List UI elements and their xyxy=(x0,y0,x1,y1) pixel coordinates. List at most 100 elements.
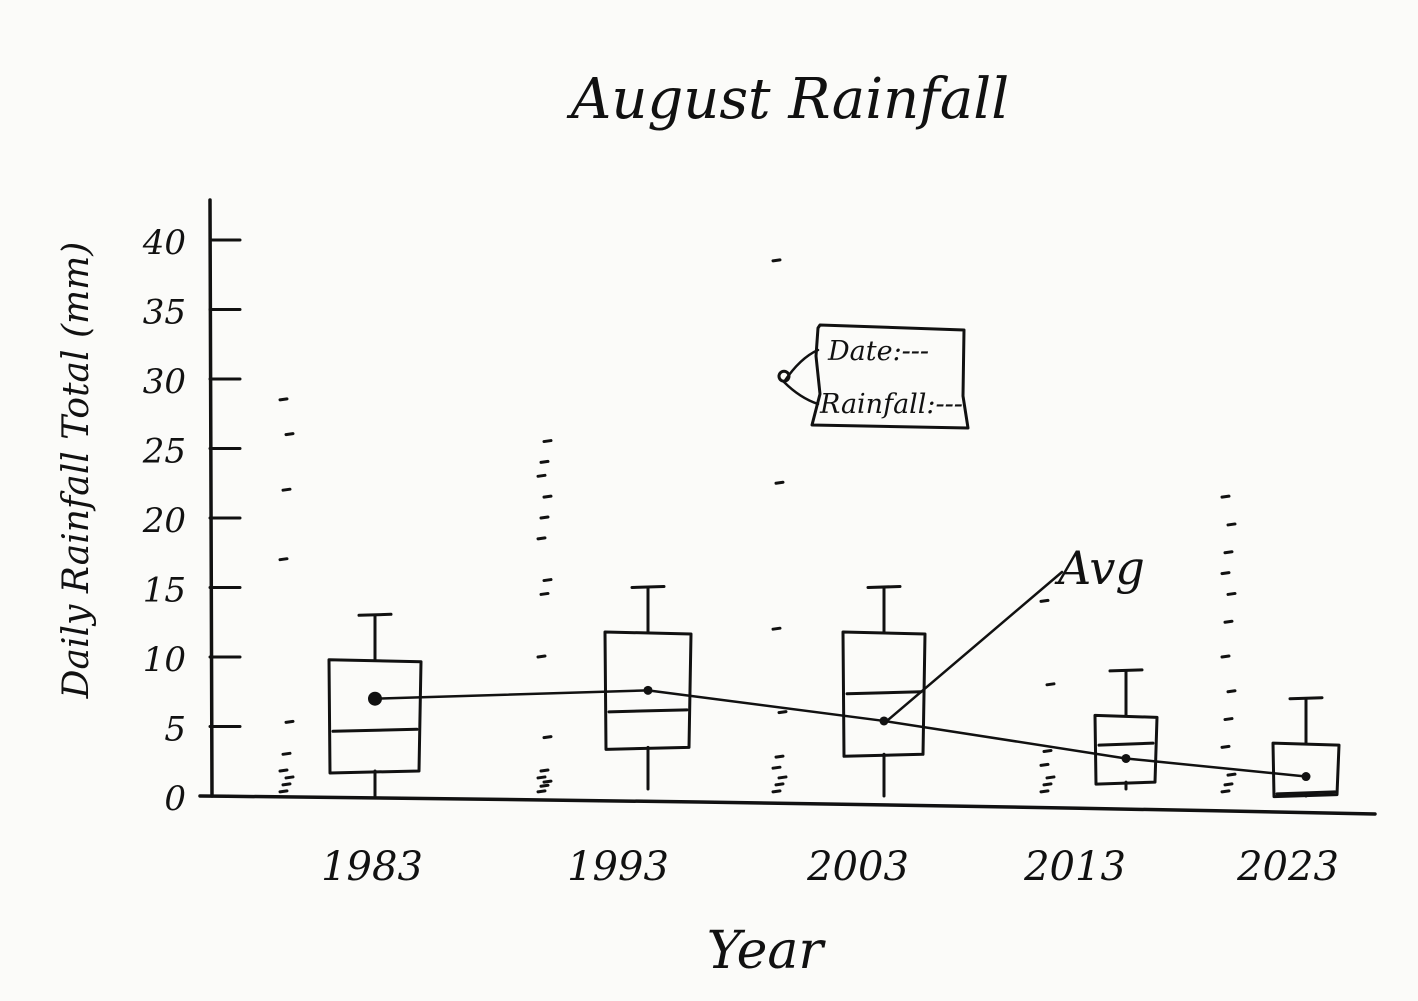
box-2013 xyxy=(1093,668,1159,791)
data-point-2023 xyxy=(1226,689,1237,694)
data-point-1993 xyxy=(539,768,550,773)
y-tick-label-20: 20 xyxy=(142,501,186,541)
median-line-1983 xyxy=(331,727,419,733)
data-point-2003 xyxy=(774,754,785,759)
data-point-2023 xyxy=(1226,772,1237,777)
box-2003 xyxy=(841,585,927,798)
data-point-2013 xyxy=(1039,598,1050,603)
data-point-2013 xyxy=(1039,789,1050,794)
data-point-2023 xyxy=(1223,782,1234,787)
y-tick-label-5: 5 xyxy=(164,710,186,750)
box-body-1983 xyxy=(327,658,423,775)
box-series xyxy=(327,585,1341,799)
data-point-2023 xyxy=(1226,522,1237,527)
data-point-2013 xyxy=(1042,782,1053,787)
data-point-1983 xyxy=(278,557,289,562)
avg-point-1983 xyxy=(368,691,382,706)
y-axis-ticks: 0 5 10 15 20 25 30 35 40 xyxy=(142,223,242,819)
data-point-2023 xyxy=(1223,717,1234,722)
x-tick-label-1983: 1983 xyxy=(321,844,423,890)
y-tick-label-40: 40 xyxy=(142,223,186,263)
data-point-1993 xyxy=(536,473,547,478)
y-tick-label-0: 0 xyxy=(164,779,186,819)
box-body-1993 xyxy=(603,630,693,751)
data-point-2023 xyxy=(1223,550,1234,555)
data-point-2003 xyxy=(774,480,785,485)
whisker-cap-1993 xyxy=(630,585,666,589)
avg-line xyxy=(373,689,1308,778)
avg-label: Avg xyxy=(1054,541,1145,595)
data-point-1993 xyxy=(542,779,553,784)
data-point-1993 xyxy=(542,494,553,499)
data-point-2023 xyxy=(1220,571,1231,576)
median-line-2023 xyxy=(1275,790,1337,796)
data-point-1993 xyxy=(536,775,547,780)
y-tick-label-15: 15 xyxy=(143,571,186,611)
data-point-1983 xyxy=(281,751,292,756)
data-point-2023 xyxy=(1220,654,1231,659)
median-line-1993 xyxy=(607,708,689,714)
data-point-2003 xyxy=(774,782,785,787)
data-point-2013 xyxy=(1039,762,1050,767)
data-point-2013 xyxy=(1042,749,1053,754)
tooltip-rainfall-text: Rainfall:--- xyxy=(819,389,963,420)
data-point-1983 xyxy=(278,789,289,794)
x-tick-label-2003: 2003 xyxy=(806,844,909,890)
avg-line-layer xyxy=(368,369,1311,782)
tooltip-sketch: Date:--- Rainfall:--- xyxy=(782,323,970,430)
avg-point-2023 xyxy=(1301,772,1311,782)
data-point-2003 xyxy=(777,775,788,780)
tooltip-date-text: Date:--- xyxy=(827,336,929,367)
avg-point-1993 xyxy=(643,685,653,695)
data-point-1993 xyxy=(539,591,550,596)
data-point-1993 xyxy=(539,515,550,520)
data-point-1983 xyxy=(281,782,292,787)
box-2023 xyxy=(1271,696,1341,799)
y-tick-label-25: 25 xyxy=(142,432,186,472)
data-point-1993 xyxy=(542,735,553,740)
data-point-1983 xyxy=(278,397,289,402)
box-1983 xyxy=(327,612,423,798)
y-tick-label-30: 30 xyxy=(143,362,186,402)
whisker-cap-2013 xyxy=(1108,668,1144,673)
outlier-points xyxy=(278,258,1237,794)
whisker-cap-2023 xyxy=(1288,696,1324,701)
median-line-2013 xyxy=(1097,741,1155,747)
data-point-1993 xyxy=(539,783,550,788)
data-point-2013 xyxy=(1045,775,1056,780)
y-axis-label: Daily Rainfall Total (mm) xyxy=(56,242,97,700)
box-body-2023 xyxy=(1271,741,1341,799)
box-body-2013 xyxy=(1093,713,1159,786)
whisker-cap-1983 xyxy=(357,612,393,617)
data-point-2023 xyxy=(1220,789,1231,794)
data-point-1993 xyxy=(542,439,553,444)
y-tick-label-10: 10 xyxy=(143,640,186,680)
data-point-2023 xyxy=(1226,591,1237,596)
x-axis-ticks: 1983 1993 2003 2013 2023 xyxy=(321,844,1339,890)
avg-point-2013 xyxy=(1121,753,1131,763)
x-tick-label-1993: 1993 xyxy=(567,844,669,890)
chart-title: August Rainfall xyxy=(566,67,1009,132)
data-point-2003 xyxy=(777,710,788,715)
avg-leader-line xyxy=(886,570,1064,722)
data-point-1983 xyxy=(284,432,295,437)
y-axis-line xyxy=(208,198,214,798)
box-1993 xyxy=(603,585,693,791)
x-tick-label-2023: 2023 xyxy=(1236,844,1339,890)
tooltip-box xyxy=(810,323,970,430)
data-point-1993 xyxy=(536,654,547,659)
data-point-1983 xyxy=(284,719,295,724)
x-tick-label-2013: 2013 xyxy=(1023,844,1126,890)
x-axis-line xyxy=(198,794,1377,816)
avg-annotation: Avg xyxy=(886,541,1145,722)
data-point-2003 xyxy=(771,765,782,770)
data-point-1993 xyxy=(542,578,553,583)
data-point-2003 xyxy=(771,258,782,263)
data-point-2013 xyxy=(1045,682,1056,687)
data-point-2023 xyxy=(1220,744,1231,749)
axes xyxy=(198,198,1377,816)
data-point-2003 xyxy=(771,626,782,631)
avg-point-2003 xyxy=(879,716,889,726)
